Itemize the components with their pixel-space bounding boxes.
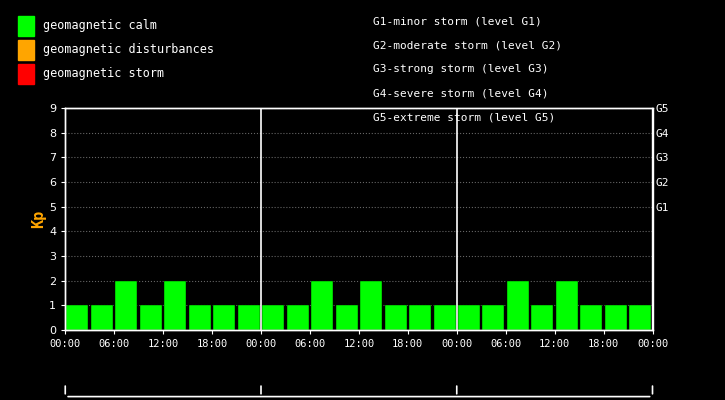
Bar	[91, 305, 113, 330]
Text: G3-strong storm (level G3): G3-strong storm (level G3)	[373, 64, 549, 74]
Bar	[238, 305, 260, 330]
Bar	[165, 281, 186, 330]
Bar	[629, 305, 651, 330]
Bar	[434, 305, 455, 330]
Bar	[262, 305, 284, 330]
Text: geomagnetic storm: geomagnetic storm	[43, 68, 164, 80]
Text: G4-severe storm (level G4): G4-severe storm (level G4)	[373, 88, 549, 98]
Text: G2-moderate storm (level G2): G2-moderate storm (level G2)	[373, 40, 563, 50]
Bar	[115, 281, 138, 330]
Bar	[286, 305, 309, 330]
Bar	[336, 305, 357, 330]
Bar	[409, 305, 431, 330]
Y-axis label: Kp: Kp	[31, 210, 46, 228]
Bar	[67, 305, 88, 330]
Text: geomagnetic disturbances: geomagnetic disturbances	[43, 44, 214, 56]
Bar	[507, 281, 529, 330]
Bar	[188, 305, 211, 330]
Bar	[580, 305, 602, 330]
Bar	[605, 305, 627, 330]
Bar	[213, 305, 236, 330]
Bar	[360, 281, 382, 330]
Text: G1-minor storm (level G1): G1-minor storm (level G1)	[373, 16, 542, 26]
Bar	[140, 305, 162, 330]
Bar	[384, 305, 407, 330]
Bar	[482, 305, 505, 330]
Text: geomagnetic calm: geomagnetic calm	[43, 20, 157, 32]
Bar	[531, 305, 553, 330]
Bar	[458, 305, 480, 330]
Text: G5-extreme storm (level G5): G5-extreme storm (level G5)	[373, 112, 555, 122]
Bar	[556, 281, 578, 330]
Bar	[311, 281, 334, 330]
